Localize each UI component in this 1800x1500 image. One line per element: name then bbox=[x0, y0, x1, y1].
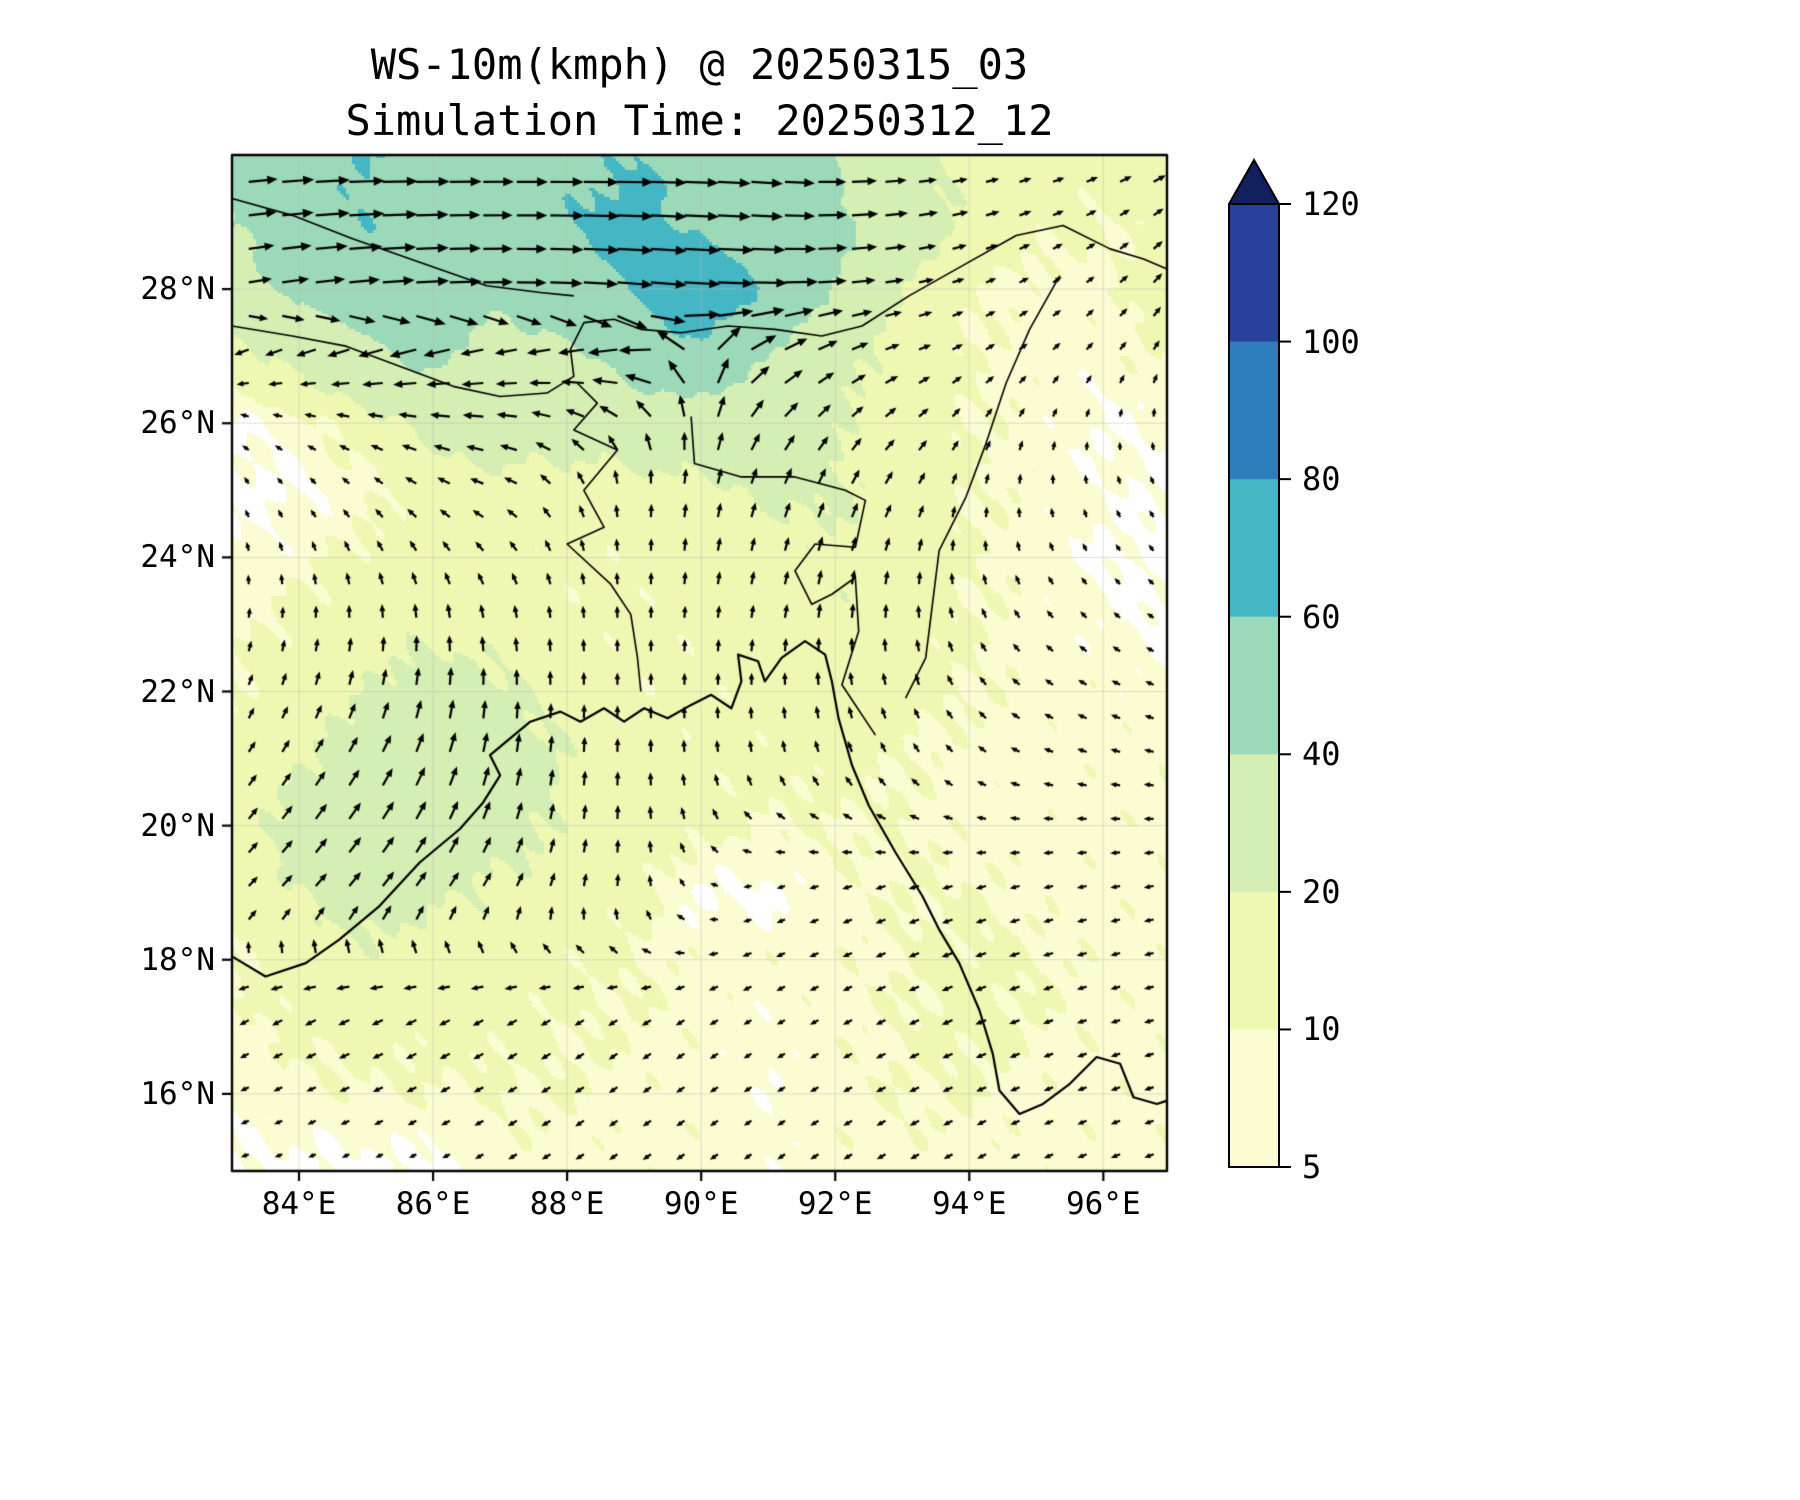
colorbar-tick-label: 80 bbox=[1302, 460, 1341, 499]
colorbar-tick-label: 10 bbox=[1302, 1010, 1341, 1049]
colorbar-tick-label: 40 bbox=[1302, 735, 1341, 774]
y-tick-label: 18°N bbox=[140, 941, 215, 978]
y-tick-label: 20°N bbox=[140, 807, 215, 844]
x-tick-label: 86°E bbox=[395, 1186, 471, 1222]
colorbar-segment bbox=[1229, 1029, 1279, 1168]
colorbar-tick-label: 100 bbox=[1302, 322, 1360, 361]
colorbar-extend-triangle bbox=[1228, 158, 1281, 205]
colorbar-svg bbox=[1228, 158, 1291, 1168]
x-tick-label: 96°E bbox=[1065, 1186, 1141, 1222]
y-tick-label: 26°N bbox=[140, 405, 215, 442]
colorbar-tick-label: 20 bbox=[1302, 872, 1341, 911]
colorbar-tick-label: 60 bbox=[1302, 597, 1341, 636]
colorbar-segment bbox=[1229, 341, 1279, 480]
colorbar-frame bbox=[1228, 203, 1280, 1168]
x-tick-label: 92°E bbox=[797, 1186, 873, 1222]
y-tick-label: 28°N bbox=[140, 271, 215, 308]
colorbar-tick-label: 5 bbox=[1302, 1148, 1322, 1186]
x-tick-label: 88°E bbox=[529, 1186, 605, 1222]
colorbar-tick-label: 120 bbox=[1302, 185, 1360, 223]
x-tick-label: 84°E bbox=[261, 1186, 337, 1222]
y-tick-label: 16°N bbox=[140, 1075, 215, 1112]
colorbar-segment bbox=[1229, 891, 1279, 1030]
y-tick-label: 24°N bbox=[140, 539, 215, 576]
y-tick-label: 22°N bbox=[140, 673, 215, 710]
x-tick-label: 90°E bbox=[663, 1186, 739, 1222]
colorbar-segment bbox=[1229, 479, 1279, 618]
colorbar-segment bbox=[1229, 204, 1279, 343]
x-tick-label: 94°E bbox=[931, 1186, 1007, 1222]
colorbar-segment bbox=[1229, 754, 1279, 893]
colorbar-segment bbox=[1229, 616, 1279, 755]
